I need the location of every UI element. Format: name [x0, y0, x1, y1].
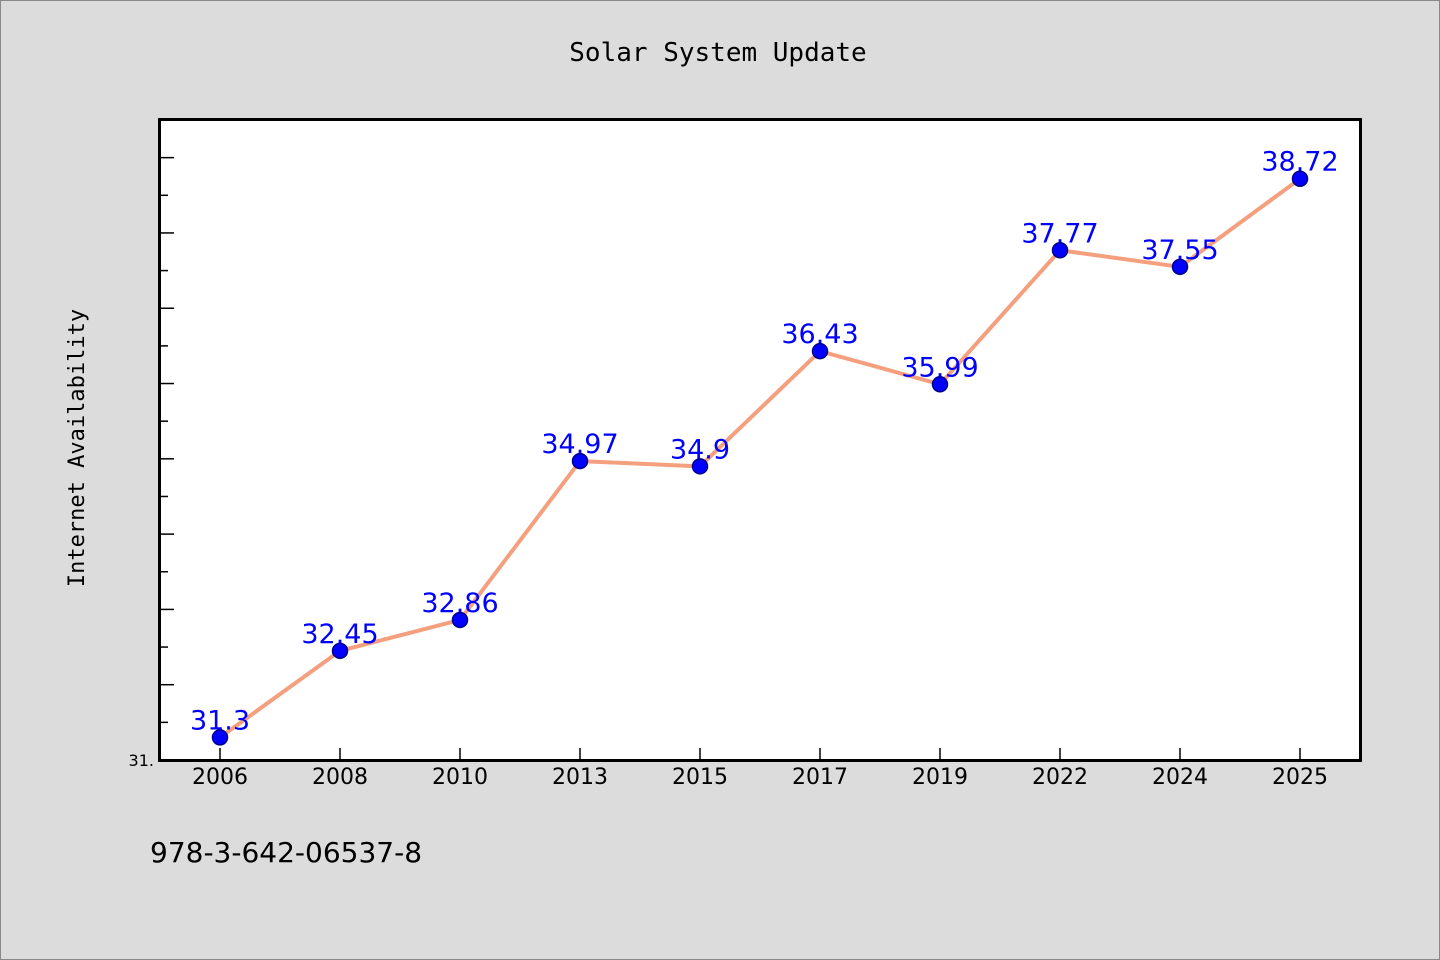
plot-frame [158, 118, 1362, 762]
data-point [1051, 242, 1069, 259]
data-point [331, 642, 349, 660]
footer-identifier: 978-3-642-06537-8 [150, 836, 422, 869]
x-tick-label: 2013 [552, 765, 608, 790]
x-tick-label: 2019 [912, 765, 968, 790]
x-tick-label: 2008 [312, 765, 368, 790]
data-label-layer: 31.3 32.45 32.86 34.97 34.9 36.43 35.99 37.77 37… [190, 147, 1339, 737]
y-axis-label: Internet Availability [65, 309, 90, 587]
data-label: 34.97 [541, 429, 618, 460]
data-point [571, 452, 589, 470]
data-point [1291, 170, 1309, 187]
series-line [218, 176, 1302, 740]
series-layer [211, 170, 1309, 746]
x-tick-label: 2022 [1032, 765, 1088, 790]
x-tick-label: 2006 [192, 765, 248, 790]
x-axis-ticks: 2006 2008 2010 2013 2015 2017 2019 2022 2024 2025 [192, 748, 1328, 790]
data-label: 32.86 [421, 588, 498, 619]
x-tick-label: 2015 [672, 765, 728, 790]
data-point [211, 729, 229, 746]
x-tick-label: 2024 [1152, 765, 1208, 790]
data-label: 35.99 [901, 352, 978, 383]
x-tick-label: 2025 [1272, 765, 1328, 790]
data-label: 37.77 [1021, 218, 1098, 249]
data-point [1171, 258, 1189, 276]
data-label: 34.9 [670, 434, 730, 465]
data-point [691, 458, 709, 475]
data-point [811, 342, 829, 360]
data-label: 38.72 [1261, 147, 1338, 178]
plot-area [159, 119, 1361, 761]
y-tick-label: 31. [129, 751, 154, 770]
x-tick-label: 2010 [432, 765, 488, 790]
data-point [931, 376, 949, 393]
data-label: 32.45 [301, 619, 378, 650]
chart-title: Solar System Update [569, 38, 866, 68]
data-label: 31.3 [190, 705, 250, 736]
x-tick-label: 2017 [792, 765, 848, 790]
data-label: 37.55 [1141, 235, 1218, 266]
data-point [451, 611, 469, 629]
data-label: 36.43 [781, 319, 858, 350]
